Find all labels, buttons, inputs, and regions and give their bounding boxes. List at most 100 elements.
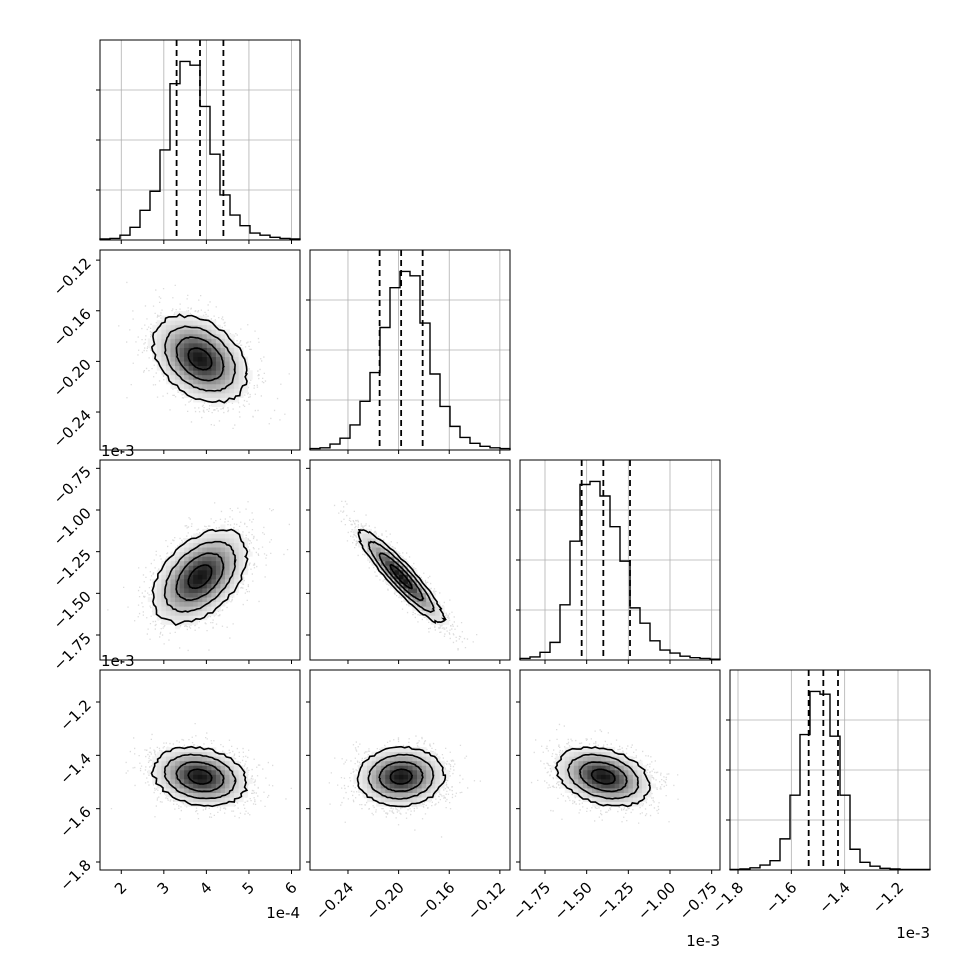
density-cell	[215, 551, 221, 557]
density-cell	[161, 560, 167, 566]
density-cell	[211, 774, 217, 780]
density-cell	[220, 347, 226, 353]
density-cell	[202, 315, 208, 321]
density-cell	[197, 370, 203, 376]
pair-frame-2-0	[99, 459, 301, 661]
density-cell	[175, 333, 180, 339]
density-cell	[170, 379, 176, 385]
density-cell	[225, 769, 230, 775]
contour-3-3-2	[554, 746, 651, 808]
hist-frame-2	[519, 459, 721, 661]
density-cell	[619, 778, 625, 784]
xtick-label-col3-3: −1.2	[869, 878, 907, 916]
density-cell	[380, 774, 386, 780]
density-cell	[353, 778, 359, 784]
density-cell	[376, 547, 382, 553]
density-cell	[184, 592, 190, 598]
density-cell	[193, 792, 199, 798]
density-cell	[243, 379, 249, 385]
density-cell	[197, 756, 203, 762]
density-cell	[229, 583, 235, 589]
density-cell	[234, 565, 240, 571]
density-cell	[220, 329, 226, 335]
density-cell	[152, 592, 158, 598]
density-cell	[156, 760, 162, 766]
density-cell	[389, 569, 395, 575]
density-cell	[385, 751, 391, 757]
density-cell	[238, 556, 244, 562]
density-cell	[238, 778, 244, 784]
density-cell	[243, 551, 249, 557]
density-cell	[211, 402, 217, 407]
density-cell	[170, 556, 176, 562]
density-cell	[238, 551, 244, 557]
density-cell	[188, 374, 194, 380]
density-cell	[403, 760, 409, 766]
density-cell	[152, 347, 158, 353]
density-cell	[619, 756, 625, 762]
density-cell	[206, 361, 212, 367]
density-cell	[367, 538, 372, 543]
pair-body-2-1	[333, 500, 478, 660]
hist-panel-2	[516, 459, 721, 664]
density-cell	[156, 329, 162, 335]
density-cell	[641, 797, 647, 803]
density-cell	[202, 569, 208, 575]
density-cell	[147, 342, 153, 348]
density-cell	[206, 797, 212, 803]
density-cell	[206, 565, 212, 571]
density-cell	[426, 765, 432, 771]
density-cell	[632, 792, 638, 798]
density-cell	[206, 765, 212, 771]
density-cell	[632, 778, 638, 784]
density-cell	[234, 528, 240, 534]
density-cell	[619, 792, 625, 798]
density-cell	[165, 565, 171, 571]
density-cell	[220, 528, 226, 534]
density-cell	[389, 797, 395, 803]
density-cell	[211, 329, 217, 335]
density-cell	[215, 356, 221, 362]
density-cell	[614, 760, 620, 766]
density-cell	[229, 361, 235, 367]
density-cell	[412, 774, 418, 780]
density-cell	[591, 801, 597, 807]
density-cell	[376, 769, 382, 775]
density-cell	[220, 769, 226, 775]
density-cell	[376, 760, 382, 766]
density-cell	[170, 574, 176, 580]
density-cell	[193, 547, 199, 553]
density-cell	[234, 569, 240, 575]
density-cell	[234, 792, 240, 798]
density-cell	[225, 569, 230, 575]
contour-1-3-1	[378, 761, 424, 793]
density-cell	[225, 342, 230, 348]
density-cell	[435, 769, 441, 775]
density-cell	[170, 365, 176, 371]
density-cell	[179, 788, 185, 793]
density-cell	[234, 588, 240, 593]
density-cell	[596, 756, 602, 762]
density-cell	[184, 788, 190, 793]
hist-panel-3	[726, 669, 931, 874]
density-cell	[614, 783, 620, 789]
density-cell	[225, 538, 230, 543]
density-cell	[197, 769, 203, 775]
density-cell	[371, 551, 377, 557]
density-cell	[211, 342, 217, 348]
density-cell	[238, 361, 244, 367]
density-cell	[376, 801, 382, 807]
density-cell	[215, 365, 221, 371]
density-cell	[188, 797, 194, 803]
density-cell	[197, 392, 203, 398]
density-cell	[156, 356, 162, 362]
density-cell	[170, 324, 176, 330]
density-cell	[417, 606, 422, 612]
density-cell	[211, 361, 217, 367]
density-cell	[179, 329, 185, 335]
pair-panel-3-1	[306, 669, 511, 874]
density-cell	[175, 583, 180, 589]
density-cell	[165, 370, 171, 376]
density-cell	[421, 597, 427, 603]
density-cell	[564, 774, 570, 780]
